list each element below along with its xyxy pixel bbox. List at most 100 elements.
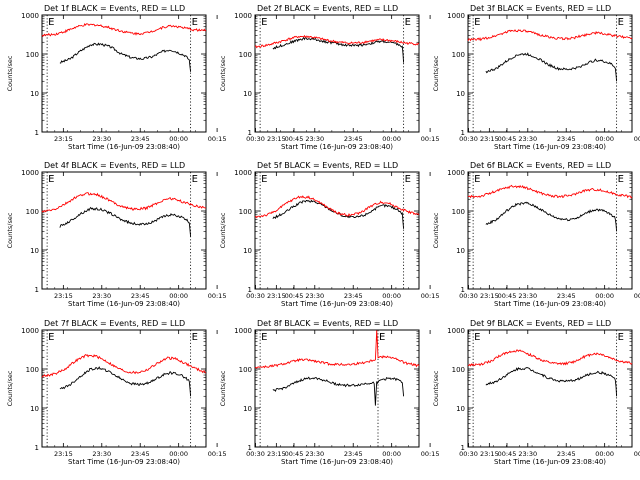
x-axis-label: Start Time (16-Jun-09 23:08:40): [494, 458, 606, 466]
x-axis-label: Start Time (16-Jun-09 23:08:40): [494, 300, 606, 308]
x-tick-label: 23:15: [54, 135, 73, 143]
plot-panel-8: Det 8f BLACK = Events, RED = LLD Counts/s…: [219, 319, 516, 466]
x-tick-label: 23:45: [344, 292, 363, 300]
y-axis-label: Counts/sec: [219, 55, 227, 91]
y-tick-label: 1: [461, 129, 465, 137]
x-tick-label: 00:45: [285, 292, 304, 300]
x-tick-label: 00:00: [595, 292, 614, 300]
x-tick-label: 00:45: [285, 135, 304, 143]
lld-series-line: [467, 349, 633, 367]
x-tick-label: 23:15: [267, 135, 286, 143]
plot-title: Det 8f BLACK = Events, RED = LLD: [257, 319, 398, 328]
event-marker-label: E: [192, 17, 198, 28]
x-tick-label: 00:45: [498, 292, 517, 300]
plot-frame: [467, 171, 633, 290]
event-marker-label: E: [474, 174, 480, 185]
x-tick-label: 23:45: [344, 135, 363, 143]
lld-series-line: [467, 29, 633, 42]
event-marker-label: E: [261, 332, 267, 343]
y-tick-label: 10: [30, 90, 39, 98]
x-tick-label: 00:15: [421, 135, 440, 143]
x-tick-label: 00:15: [208, 292, 227, 300]
x-tick-label: 00:30: [459, 450, 478, 458]
lld-series-line: [41, 22, 207, 38]
y-tick-label: 1: [35, 444, 39, 452]
x-tick-label: 00:15: [421, 450, 440, 458]
x-tick-label: 23:15: [480, 292, 499, 300]
events-series-line: [272, 199, 405, 229]
plot-frame: [467, 329, 633, 448]
plot-title: Det 2f BLACK = Events, RED = LLD: [257, 4, 398, 13]
x-tick-label: 00:45: [285, 450, 304, 458]
y-tick-label: 10: [243, 405, 252, 413]
y-tick-label: 100: [239, 208, 252, 216]
y-tick-label: 1: [35, 129, 39, 137]
x-tick-label: 23:30: [92, 450, 111, 458]
events-series-line: [59, 366, 192, 397]
x-tick-label: 00:15: [421, 292, 440, 300]
x-tick-label: 00:00: [169, 292, 188, 300]
y-tick-label: 100: [26, 366, 39, 374]
y-tick-label: 10: [456, 90, 465, 98]
y-tick-label: 10: [30, 247, 39, 255]
lld-series-line: [41, 354, 207, 378]
x-tick-label: 00:45: [498, 450, 517, 458]
plot-title: Det 9f BLACK = Events, RED = LLD: [470, 319, 611, 328]
x-tick-label: 23:30: [305, 292, 324, 300]
y-tick-label: 100: [452, 366, 465, 374]
x-tick-label: 23:30: [518, 135, 537, 143]
y-tick-label: 1000: [234, 12, 252, 20]
plot-title: Det 6f BLACK = Events, RED = LLD: [470, 161, 611, 170]
x-tick-label: 00:15: [208, 450, 227, 458]
event-marker-label: E: [192, 174, 198, 185]
x-axis-label: Start Time (16-Jun-09 23:08:40): [68, 458, 180, 466]
y-tick-label: 10: [243, 247, 252, 255]
x-tick-label: 00:00: [595, 135, 614, 143]
event-marker-label: E: [474, 17, 480, 28]
x-tick-label: 23:45: [557, 450, 576, 458]
plot-panel-5: Det 5f BLACK = Events, RED = LLD Counts/s…: [219, 161, 516, 308]
x-tick-label: 00:30: [459, 292, 478, 300]
x-tick-label: 00:00: [169, 450, 188, 458]
plot-panel-1: Det 1f BLACK = Events, RED = LLD Counts/s…: [6, 4, 303, 151]
plot-title: Det 1f BLACK = Events, RED = LLD: [44, 4, 185, 13]
x-axis-label: Start Time (16-Jun-09 23:08:40): [68, 300, 180, 308]
event-marker-label: E: [48, 174, 54, 185]
x-tick-label: 23:45: [131, 450, 150, 458]
x-tick-label: 00:30: [459, 135, 478, 143]
y-axis-label: Counts/sec: [6, 55, 14, 91]
plot-panel-3: Det 3f BLACK = Events, RED = LLD Counts/s…: [432, 4, 640, 151]
lld-series-line: [467, 184, 633, 199]
x-tick-label: 00:30: [246, 135, 265, 143]
event-marker-label: E: [261, 17, 267, 28]
event-marker-label: E: [405, 17, 411, 28]
y-axis-label: Counts/sec: [432, 370, 440, 406]
y-tick-label: 1: [35, 286, 39, 294]
y-tick-label: 10: [30, 405, 39, 413]
y-tick-label: 1000: [21, 12, 39, 20]
y-tick-label: 1: [461, 444, 465, 452]
y-axis-label: Counts/sec: [219, 370, 227, 406]
y-tick-label: 100: [239, 366, 252, 374]
y-tick-label: 1000: [21, 327, 39, 335]
y-tick-label: 100: [452, 51, 465, 59]
x-tick-label: 00:45: [498, 135, 517, 143]
x-tick-label: 00:00: [595, 450, 614, 458]
x-tick-label: 23:15: [54, 292, 73, 300]
x-tick-label: 23:45: [131, 292, 150, 300]
events-series-line: [485, 52, 618, 82]
x-axis-label: Start Time (16-Jun-09 23:08:40): [281, 458, 393, 466]
plot-frame: [41, 14, 207, 133]
x-tick-label: 23:15: [480, 450, 499, 458]
y-tick-label: 1: [461, 286, 465, 294]
plot-frame: [254, 14, 420, 133]
y-tick-label: 100: [239, 51, 252, 59]
plot-frame: [41, 329, 207, 448]
event-marker-label: E: [48, 332, 54, 343]
plot-title: Det 7f BLACK = Events, RED = LLD: [44, 319, 185, 328]
event-marker-label: E: [474, 332, 480, 343]
event-marker-label: E: [48, 17, 54, 28]
y-axis-label: Counts/sec: [432, 55, 440, 91]
x-axis-label: Start Time (16-Jun-09 23:08:40): [68, 143, 180, 151]
